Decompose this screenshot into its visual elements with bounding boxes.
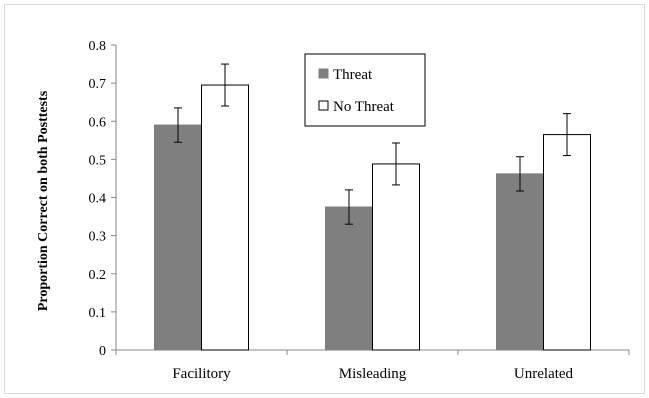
x-category-label: Misleading <box>339 366 407 382</box>
legend-swatch-no-threat <box>319 101 328 110</box>
y-tick-label: 0.7 <box>89 77 107 92</box>
x-category-label: Facilitory <box>172 366 231 382</box>
bar-threat-misleading <box>326 207 373 350</box>
chart-frame: Proportion Correct on both Posttests 0 0.… <box>4 4 645 394</box>
bar-no-threat-misleading <box>373 164 420 350</box>
bar-threat-facilitory <box>155 125 202 350</box>
bar-no-threat-facilitory <box>202 85 249 350</box>
legend: Threat No Threat <box>305 54 425 126</box>
y-tick-label: 0 <box>99 344 106 359</box>
bar-threat-unrelated <box>497 174 544 350</box>
y-tick-label: 0.1 <box>89 306 107 321</box>
legend-label-threat: Threat <box>333 67 373 83</box>
y-tick-label: 0.4 <box>89 192 107 207</box>
legend-label-no-threat: No Threat <box>333 99 395 115</box>
y-tick-label: 0.3 <box>89 230 107 245</box>
x-category-label: Unrelated <box>514 366 574 382</box>
y-tick-label: 0.6 <box>89 115 107 130</box>
y-axis-label: Proportion Correct on both Posttests <box>36 90 51 311</box>
legend-box <box>305 54 425 126</box>
y-tick-label: 0.8 <box>89 39 107 54</box>
y-tick-label: 0.2 <box>89 268 107 283</box>
y-tick-label: 0.5 <box>89 153 107 168</box>
bar-chart: Proportion Correct on both Posttests 0 0.… <box>5 5 646 395</box>
legend-swatch-threat <box>319 69 328 78</box>
bar-no-threat-unrelated <box>544 135 591 350</box>
